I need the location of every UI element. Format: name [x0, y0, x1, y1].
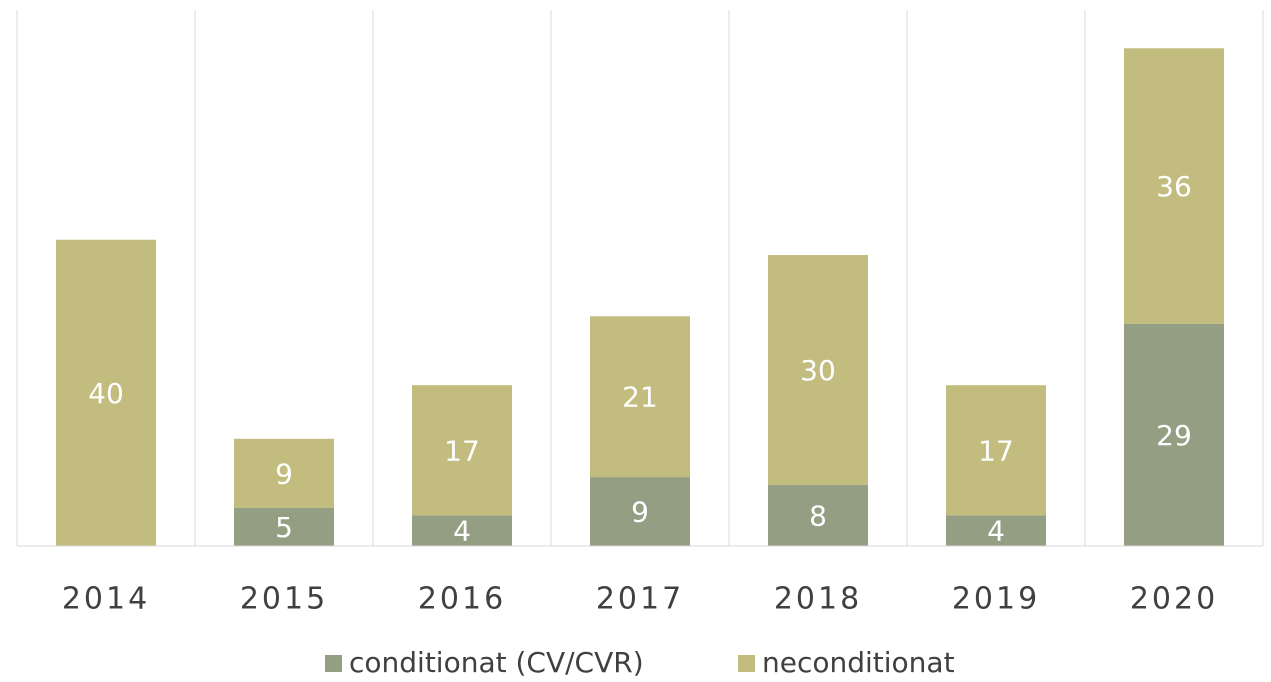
data-label: 9 [631, 496, 649, 529]
data-label: 4 [987, 515, 1005, 548]
bar-segment [412, 515, 512, 546]
legend-label: conditionat (CV/CVR) [349, 646, 644, 679]
bar-segment [234, 507, 334, 546]
bar-segment [590, 316, 690, 478]
data-label: 9 [275, 457, 293, 490]
bar-segment [1124, 48, 1224, 324]
data-label: 5 [275, 511, 293, 544]
data-label: 17 [444, 434, 480, 467]
bar-segment [56, 239, 156, 546]
x-tick-label: 2018 [774, 582, 862, 617]
x-tick-label: 2020 [1130, 582, 1218, 617]
bar-segment [590, 477, 690, 546]
x-tick-label: 2019 [952, 582, 1040, 617]
x-tick-label: 2016 [418, 582, 506, 617]
legend-swatch [738, 655, 755, 672]
bar-segment [946, 385, 1046, 516]
bar-segment [234, 438, 334, 508]
bar-segment [412, 385, 512, 516]
x-tick-label: 2015 [240, 582, 328, 617]
bar-segment [768, 255, 868, 485]
data-label: 29 [1156, 419, 1192, 452]
legend-swatch [325, 655, 342, 672]
data-label: 30 [800, 354, 836, 387]
bar-segment [946, 515, 1046, 546]
data-label: 36 [1156, 170, 1192, 203]
x-tick-label: 2017 [596, 582, 684, 617]
bar-segment [768, 484, 868, 546]
data-label: 8 [809, 499, 827, 532]
data-label: 17 [978, 434, 1014, 467]
data-label: 40 [88, 377, 124, 410]
data-label: 4 [453, 515, 471, 548]
bar-segment [1124, 323, 1224, 546]
legend-label: neconditionat [762, 646, 955, 679]
data-label: 21 [622, 381, 658, 414]
x-tick-label: 2014 [62, 582, 150, 617]
